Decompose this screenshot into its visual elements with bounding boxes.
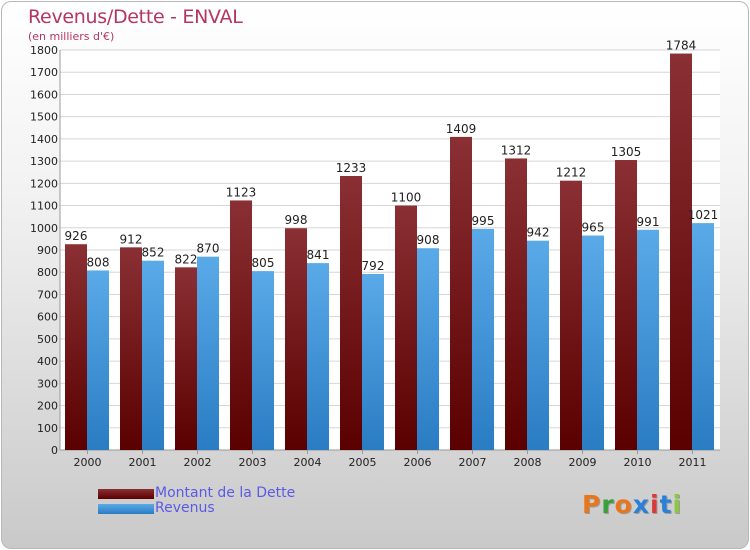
data-label: 1784: [666, 39, 697, 53]
y-tick-label: 700: [37, 288, 58, 301]
bar-revenus: [527, 240, 549, 450]
data-label: 998: [285, 213, 308, 227]
legend-swatch-dette: [98, 489, 154, 499]
bar-dette: [670, 53, 692, 451]
data-label: 991: [637, 215, 660, 229]
x-tick-label: 2000: [74, 456, 102, 469]
y-tick-label: 1000: [30, 222, 58, 235]
y-tick-label: 1700: [30, 66, 58, 79]
chart-subtitle: (en milliers d'€): [28, 30, 115, 43]
bar-revenus: [637, 229, 659, 450]
x-axis: 2000 2001 2002 2003 2004 2005 2006 2007 2008 2009…: [74, 450, 707, 469]
y-tick-label: 900: [37, 244, 58, 257]
bar-revenus: [472, 228, 494, 450]
bar-revenus: [362, 274, 384, 450]
x-tick-label: 2007: [459, 456, 487, 469]
x-tick-label: 2003: [239, 456, 267, 469]
proxiti-logo: Proxiti: [582, 490, 682, 519]
y-tick-label: 1200: [30, 177, 58, 190]
y-tick-label: 200: [37, 400, 58, 413]
logo-letter: i: [650, 490, 660, 519]
y-tick-label: 500: [37, 333, 58, 346]
bar-revenus: [142, 260, 164, 450]
x-tick-label: 2005: [349, 456, 377, 469]
y-tick-label: 1600: [30, 88, 58, 101]
y-tick-label: 100: [37, 422, 58, 435]
bar-dette: [230, 200, 252, 450]
data-label: 792: [362, 259, 385, 273]
y-tick-label: 1500: [30, 111, 58, 124]
y-tick-label: 600: [37, 311, 58, 324]
bar-revenus: [252, 271, 274, 450]
data-label: 965: [582, 221, 605, 235]
x-tick-label: 2001: [129, 456, 157, 469]
bar-dette: [65, 244, 87, 450]
bar-dette: [615, 160, 637, 450]
y-tick-label: 300: [37, 377, 58, 390]
x-tick-label: 2002: [184, 456, 212, 469]
bar-dette: [560, 180, 582, 450]
data-label: 1021: [688, 208, 719, 222]
data-label: 805: [252, 256, 275, 270]
logo-letter: t: [659, 490, 673, 519]
data-label: 1305: [611, 145, 642, 159]
x-tick-label: 2004: [294, 456, 322, 469]
x-tick-label: 2006: [404, 456, 432, 469]
data-label: 1100: [391, 191, 422, 205]
data-label: 926: [65, 229, 88, 243]
x-tick-label: 2010: [624, 456, 652, 469]
bar-revenus: [692, 223, 714, 450]
data-label: 912: [120, 232, 143, 246]
data-label: 1312: [501, 143, 532, 157]
bar-revenus: [417, 248, 439, 450]
legend-swatch-revenus: [98, 504, 154, 514]
y-tick-label: 1300: [30, 155, 58, 168]
y-tick-label: 1400: [30, 133, 58, 146]
bar-dette: [285, 228, 307, 450]
y-tick-label: 1800: [30, 44, 58, 57]
bar-dette: [120, 247, 142, 450]
y-tick-label: 800: [37, 266, 58, 279]
logo-letter: x: [632, 490, 650, 519]
x-tick-label: 2008: [514, 456, 542, 469]
data-label: 852: [142, 246, 165, 260]
legend-label-dette: Montant de la Dette: [155, 485, 296, 501]
logo-letter: r: [601, 490, 615, 519]
bar-revenus: [582, 235, 604, 450]
x-tick-label: 2009: [569, 456, 597, 469]
bar-revenus: [197, 256, 219, 450]
logo-letter: i: [672, 490, 683, 519]
legend-label-revenus: Revenus: [155, 500, 215, 516]
data-label: 942: [527, 226, 550, 240]
bar-dette: [395, 205, 417, 450]
data-label: 841: [307, 248, 330, 262]
logo-letter: P: [582, 490, 602, 519]
y-tick-label: 1100: [30, 200, 58, 213]
chart-title: Revenus/Dette - ENVAL: [28, 6, 243, 28]
data-label: 822: [175, 252, 198, 266]
data-label: 995: [472, 214, 495, 228]
bar-dette: [340, 176, 362, 450]
logo-letter: o: [614, 490, 633, 519]
bar-revenus: [87, 270, 109, 450]
data-label: 1233: [336, 161, 367, 175]
data-label: 1212: [556, 166, 587, 180]
y-tick-label: 0: [51, 444, 58, 457]
data-label: 1123: [226, 185, 257, 199]
data-label: 870: [197, 242, 220, 256]
bar-dette: [450, 136, 472, 450]
x-tick-label: 2011: [679, 456, 707, 469]
y-tick-label: 400: [37, 355, 58, 368]
bars: [65, 53, 714, 451]
data-label: 808: [87, 255, 110, 269]
y-axis: 0 100 200 300 400 500 600 700 800 900 1000 1100 1200…: [30, 44, 720, 457]
bar-dette: [175, 267, 197, 450]
bar-revenus: [307, 263, 329, 450]
data-label: 1409: [446, 122, 477, 136]
data-label: 908: [417, 233, 440, 247]
bar-dette: [505, 158, 527, 450]
